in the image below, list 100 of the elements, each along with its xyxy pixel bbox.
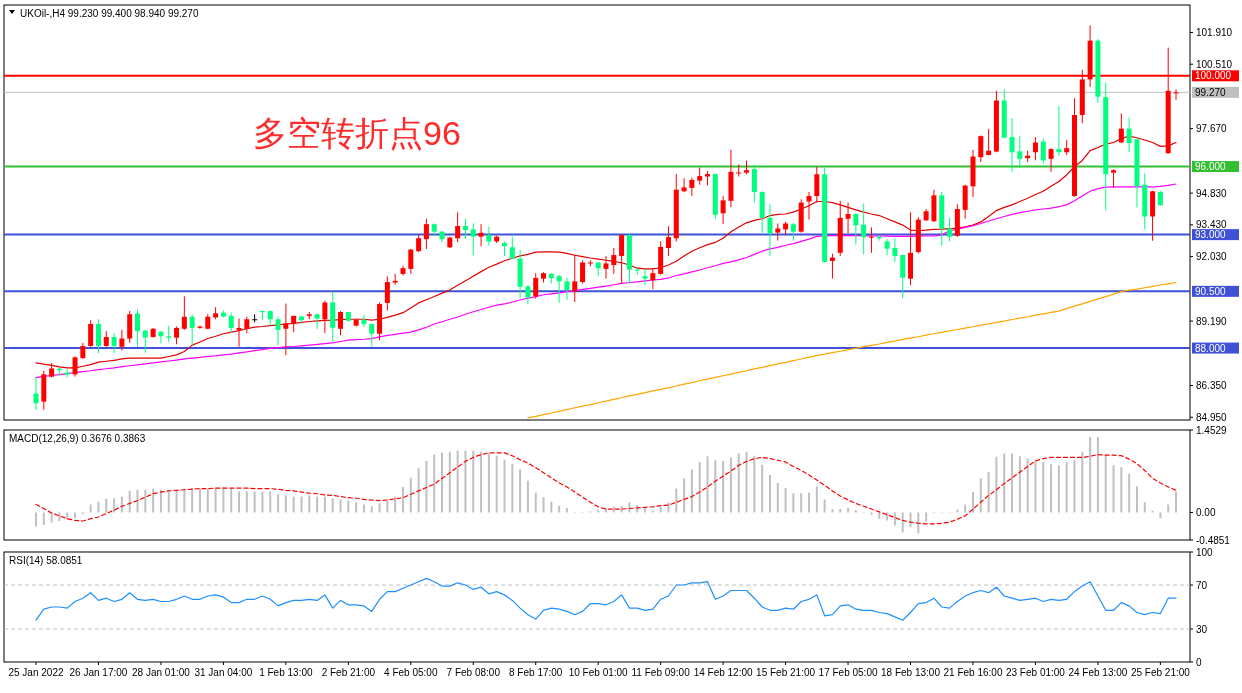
bar [1081, 451, 1084, 513]
bar [1128, 473, 1131, 513]
candlestick [236, 318, 242, 348]
bar [550, 501, 553, 513]
candlestick [564, 277, 570, 301]
bar [425, 460, 428, 513]
bar [136, 489, 139, 513]
bar [1135, 486, 1138, 513]
candlestick [189, 313, 195, 346]
candlestick [486, 226, 492, 247]
bar [464, 450, 467, 513]
y-tick-label: 100.510 [1196, 58, 1233, 70]
candlestick [275, 316, 281, 346]
bar [768, 475, 771, 513]
bar [284, 495, 287, 513]
bar [776, 482, 779, 513]
bar [441, 452, 444, 513]
y-tick-label: 101.910 [1196, 26, 1233, 38]
bar [815, 486, 818, 513]
candlestick [181, 295, 187, 331]
bar [1089, 436, 1092, 513]
bar [433, 454, 436, 513]
bar [347, 500, 350, 513]
bar [292, 496, 295, 513]
x-tick-label: 10 Feb 01:00 [568, 667, 629, 678]
chart-title: MACD(12,26,9) 0.3676 0.3863 [9, 433, 146, 444]
bar [925, 512, 928, 522]
candlestick [478, 223, 484, 247]
candlestick [259, 309, 265, 321]
bar [245, 491, 248, 513]
candlestick [369, 322, 375, 348]
y-tick-label: 92.030 [1196, 251, 1228, 263]
candlestick [947, 217, 953, 242]
candlestick [767, 203, 773, 257]
bar [97, 501, 100, 513]
line-series [35, 577, 1177, 621]
x-tick-label: 14 Feb 12:00 [693, 667, 754, 678]
candlestick [384, 275, 390, 311]
bar [808, 492, 811, 513]
bar [526, 480, 529, 513]
x-tick-label: 18 Feb 13:00 [881, 667, 941, 678]
bar [628, 502, 631, 513]
bar [971, 492, 974, 513]
candlestick [423, 218, 429, 250]
bar [1112, 465, 1115, 513]
bar [472, 450, 475, 513]
bar [1050, 464, 1053, 513]
bar [401, 486, 404, 513]
candlestick [95, 318, 101, 354]
candlestick [884, 238, 890, 256]
bar [316, 496, 319, 513]
x-tick-label: 8 Feb 17:00 [509, 667, 563, 678]
candlestick [580, 259, 586, 285]
bar [1159, 512, 1162, 519]
candlestick [572, 253, 578, 303]
candlestick [135, 309, 141, 348]
bar [50, 512, 53, 523]
bar [675, 488, 678, 513]
ref-line-label: 90.500 [1195, 285, 1227, 297]
bar [901, 512, 904, 533]
bar [761, 464, 764, 513]
candlestick [72, 355, 78, 378]
bar [1057, 465, 1060, 513]
candlestick [861, 203, 867, 255]
bar [1065, 461, 1068, 513]
x-tick-label: 7 Feb 08:00 [446, 667, 501, 678]
candlestick [88, 319, 94, 348]
candlestick [806, 191, 812, 221]
bar [987, 472, 990, 513]
bar [690, 469, 693, 513]
candlestick [1009, 117, 1015, 173]
bar [183, 488, 186, 513]
bar [355, 502, 358, 513]
bar [612, 506, 615, 513]
bar [175, 490, 178, 513]
y-tick-label: -0.4851 [1196, 534, 1231, 546]
candlestick [314, 312, 320, 330]
bar [784, 488, 787, 513]
candlestick [283, 303, 289, 356]
bar [300, 496, 303, 513]
y-tick-label: 93.430 [1196, 219, 1228, 231]
candlestick [322, 300, 328, 334]
x-tick-label: 23 Feb 01:00 [1005, 667, 1066, 678]
bar [66, 512, 69, 520]
ref-line-label: 88.000 [1195, 342, 1227, 354]
bar [323, 496, 326, 513]
bar [448, 451, 451, 513]
candlestick [408, 248, 414, 275]
y-tick-label: 30 [1196, 623, 1208, 635]
bar [519, 469, 522, 513]
bar [1026, 458, 1029, 513]
bar [1042, 461, 1045, 513]
bar [370, 506, 373, 513]
bar [870, 512, 873, 515]
bar [1018, 456, 1021, 513]
candlestick [1173, 88, 1179, 101]
candlestick [1118, 112, 1124, 144]
chart-title: RSI(14) 58.0851 [9, 555, 83, 566]
x-tick-label: 2 Feb 21:00 [321, 667, 376, 678]
line-series [35, 183, 1177, 379]
